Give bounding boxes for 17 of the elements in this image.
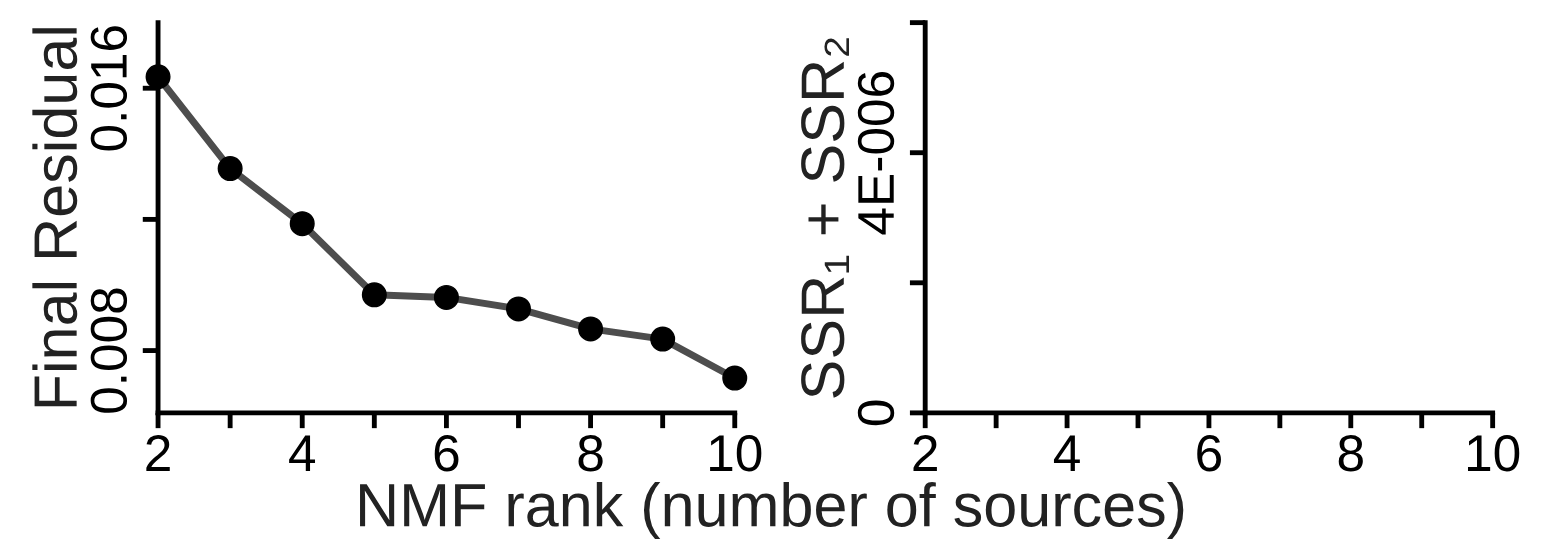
x-tick-label: 2	[913, 435, 937, 471]
x-axis-title: NMF rank (number of sources)	[360, 482, 1184, 539]
x-tick-label: 4	[1053, 435, 1080, 471]
x-tick-label: 6	[1197, 435, 1221, 472]
y-tick-label: 4E-006	[857, 72, 895, 235]
y-axis-title: Final Residual	[32, 28, 78, 407]
x-tick-label: 2	[146, 435, 170, 471]
y-tick-label: 0.008	[90, 288, 128, 413]
x-tick-label: 4	[289, 435, 316, 471]
x-tick-label: 8	[1338, 435, 1363, 472]
x-tick-label: 8	[578, 435, 603, 472]
y-tick-label: 0.016	[90, 26, 128, 151]
x-tick-label: 10	[710, 435, 762, 472]
x-tick-label: 10	[1468, 435, 1520, 472]
y-axis-title: SSR₁ + SSR₂	[801, 38, 850, 398]
y-tick-label: 0	[857, 400, 895, 426]
x-tick-label: 6	[434, 435, 459, 472]
